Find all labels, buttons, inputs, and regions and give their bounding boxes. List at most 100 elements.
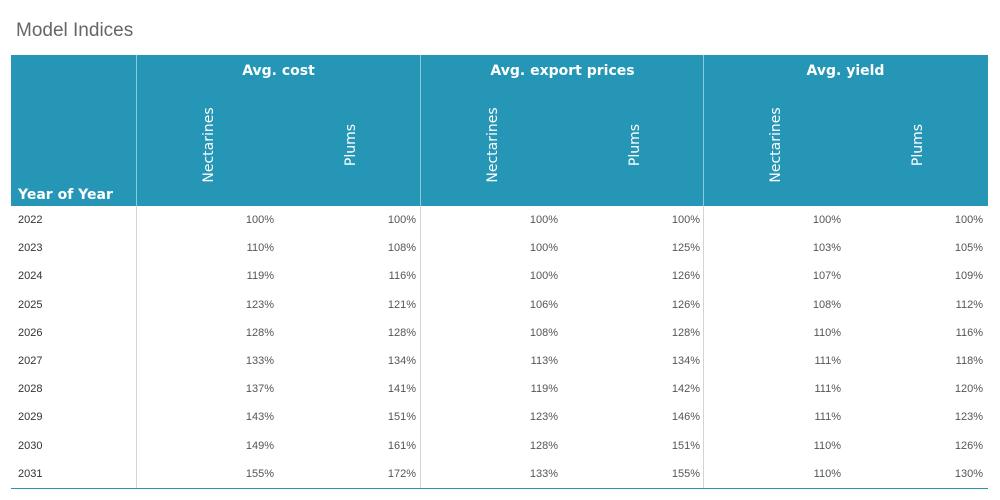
value-cell: 123% [954,411,983,424]
value-cell: 133% [245,355,274,367]
value-cell: 130% [954,467,983,480]
value-cell: 110% [813,439,841,452]
value-cell: 134% [387,355,416,367]
value-cell: 141% [387,383,416,396]
value-cell: 100% [954,214,983,226]
value-cell: 116% [388,270,416,283]
table-row: 2023 110% 108% 100% 125% 103% 105% [11,234,988,262]
value-cell: 119% [530,383,558,396]
value-cell: 123% [529,411,558,424]
row-header-label: Year of Year [18,187,113,203]
value-cell: 105% [954,242,983,255]
value-cell: 128% [245,326,274,339]
year-cell: 2023 [18,242,43,255]
value-cell: 128% [671,326,700,339]
table-row: 2024 119% 116% 100% 126% 107% 109% [11,262,988,290]
value-cell: 106% [529,298,558,311]
value-cell: 121% [387,298,416,311]
value-cell: 110% [813,467,841,480]
value-cell: 161% [387,439,416,452]
value-cell: 100% [529,242,558,255]
page-title: Model Indices [16,20,134,41]
year-cell: 2029 [18,411,43,424]
value-cell: 110% [813,326,841,339]
column-header: Nectarines [201,107,217,183]
value-cell: 142% [671,383,700,396]
year-cell: 2026 [18,326,43,339]
value-cell: 155% [245,467,274,480]
column-header: Plums [910,123,926,167]
table-row: 2022 100% 100% 100% 100% 100% 100% [11,206,988,234]
indices-table: Year of Year Avg. cost Nectarines Plums Avg… [11,55,988,489]
value-cell: 107% [812,270,841,283]
value-cell: 155% [671,467,700,480]
value-cell: 100% [387,214,416,226]
value-cell: 111% [814,355,841,367]
header-divider [136,55,137,206]
table-row: 2031 155% 172% 133% 155% 110% 130% [11,460,988,488]
value-cell: 116% [955,326,983,339]
value-cell: 100% [529,270,558,283]
column-header: Plums [343,123,359,167]
value-cell: 100% [529,214,558,226]
value-cell: 109% [954,270,983,283]
value-cell: 103% [812,242,841,255]
value-cell: 100% [671,214,700,226]
value-cell: 128% [529,439,558,452]
table-row: 2030 149% 161% 128% 151% 110% 126% [11,432,988,460]
value-cell: 146% [671,411,700,424]
value-cell: 126% [671,298,700,311]
header-divider [420,55,421,206]
year-cell: 2030 [18,439,43,452]
body-divider [136,206,137,488]
group-header: Avg. yield [806,63,885,79]
value-cell: 112% [955,298,983,311]
year-cell: 2024 [18,270,43,283]
value-cell: 151% [387,411,416,424]
value-cell: 149% [245,439,274,452]
table-row: 2029 143% 151% 123% 146% 111% 123% [11,403,988,431]
value-cell: 100% [812,214,841,226]
group-header: Avg. export prices [490,63,635,79]
column-header: Nectarines [485,107,501,183]
value-cell: 108% [529,326,558,339]
value-cell: 128% [387,326,416,339]
value-cell: 110% [246,242,274,255]
column-header: Plums [627,123,643,167]
body-divider [420,206,421,488]
value-cell: 125% [671,242,700,255]
value-cell: 123% [245,298,274,311]
value-cell: 100% [245,214,274,226]
body-divider [703,206,704,488]
value-cell: 143% [245,411,274,424]
year-cell: 2025 [18,298,43,311]
year-cell: 2022 [18,214,43,226]
table-row: 2028 137% 141% 119% 142% 111% 120% [11,375,988,403]
table-body: 2022 100% 100% 100% 100% 100% 100% 2023 110% 108%… [11,206,988,489]
year-cell: 2028 [18,383,43,396]
table-row: 2026 128% 128% 108% 128% 110% 116% [11,319,988,347]
value-cell: 111% [814,383,841,396]
table-row: 2027 133% 134% 113% 134% 111% 118% [11,347,988,375]
table-header: Year of Year Avg. cost Nectarines Plums Avg… [11,55,988,206]
value-cell: 119% [246,270,274,283]
value-cell: 120% [954,383,983,396]
value-cell: 126% [671,270,700,283]
year-cell: 2027 [18,355,43,367]
value-cell: 133% [529,467,558,480]
value-cell: 108% [387,242,416,255]
value-cell: 134% [671,355,700,367]
value-cell: 126% [954,439,983,452]
value-cell: 113% [530,355,558,367]
value-cell: 172% [387,467,416,480]
value-cell: 108% [812,298,841,311]
year-cell: 2031 [18,467,43,480]
value-cell: 137% [245,383,274,396]
value-cell: 111% [814,411,841,424]
column-header: Nectarines [768,107,784,183]
value-cell: 151% [671,439,700,452]
table-row: 2025 123% 121% 106% 126% 108% 112% [11,291,988,319]
value-cell: 118% [955,355,983,367]
header-divider [703,55,704,206]
group-header: Avg. cost [242,63,315,79]
